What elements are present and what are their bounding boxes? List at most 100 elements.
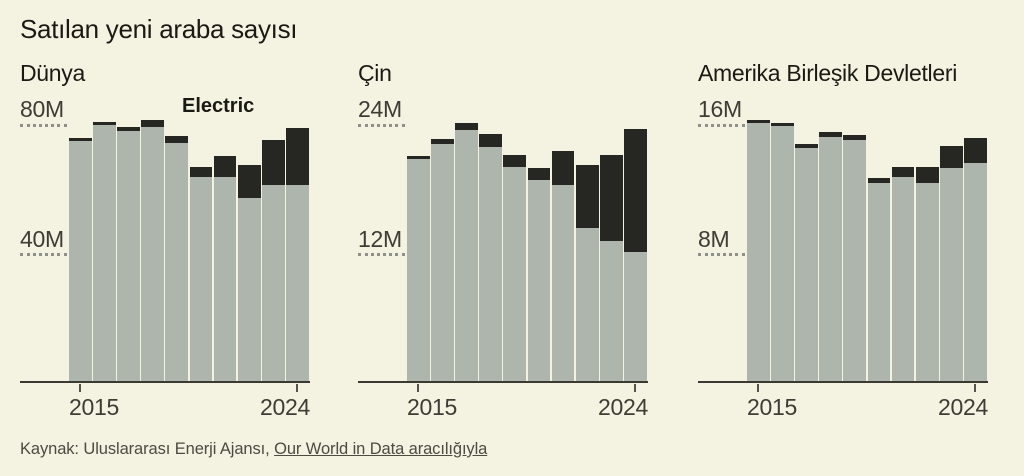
electric-segment-2016 <box>771 123 794 127</box>
bar-2020 <box>867 178 891 383</box>
x-tick-2015-china <box>417 384 419 392</box>
bar-2024 <box>963 137 987 383</box>
x-axis-label-2015-china: 2015 <box>407 394 457 420</box>
gridline-40m <box>20 253 67 256</box>
electric-segment-2015 <box>407 156 430 160</box>
bar-2019 <box>843 134 867 383</box>
gridline-80m <box>20 124 67 127</box>
plot-area-usa <box>747 60 988 383</box>
bar-2018 <box>479 133 503 383</box>
figure-title: Satılan yeni araba sayısı <box>20 14 298 44</box>
bar-2015 <box>69 137 92 383</box>
x-tick-2024-china <box>634 384 636 392</box>
bar-2020 <box>189 166 213 383</box>
bar-2018 <box>819 131 843 383</box>
electric-segment-2022 <box>915 166 939 183</box>
y-axis-label-24m: 24M <box>358 96 402 122</box>
electric-segment-2018 <box>141 120 165 127</box>
x-axis-label-2024-china: 2024 <box>598 394 648 420</box>
bar-2017 <box>117 126 141 383</box>
bar-2015 <box>407 156 430 383</box>
gridline-12m <box>358 253 405 256</box>
x-tick-2015-world <box>79 384 81 392</box>
bar-2016 <box>771 123 794 383</box>
gridline-16m <box>698 124 745 127</box>
gridline-8m <box>698 253 745 256</box>
electric-segment-2019 <box>843 134 867 140</box>
electric-segment-2021 <box>891 166 915 177</box>
bar-2016 <box>431 139 454 383</box>
x-axis-label-2024-world: 2024 <box>260 394 310 420</box>
electric-segment-2022 <box>237 165 261 198</box>
chart-panel-world: Dünya 80M 40M Electric 2015 2024 <box>20 60 310 425</box>
y-axis-label-40m: 40M <box>20 226 64 252</box>
plot-area-world <box>69 60 310 383</box>
electric-segment-2023 <box>939 146 963 168</box>
bar-2019 <box>503 155 527 383</box>
source-link[interactable]: Our World in Data aracılığıyla <box>274 440 488 458</box>
y-axis-label-80m: 80M <box>20 96 64 122</box>
bar-2023 <box>261 139 285 383</box>
electric-segment-2019 <box>503 155 527 167</box>
electric-segment-2015 <box>747 120 770 124</box>
bar-2018 <box>141 120 165 383</box>
electric-segment-2015 <box>69 137 92 141</box>
bar-2017 <box>795 144 819 383</box>
electric-segment-2024 <box>285 128 309 185</box>
electric-segment-2022 <box>575 164 599 229</box>
y-axis-label-12m: 12M <box>358 226 402 252</box>
electric-segment-2016 <box>431 139 454 145</box>
x-tick-2024-usa <box>974 384 976 392</box>
source-line: Kaynak: Uluslararası Enerji Ajansı, Our … <box>20 440 487 459</box>
electric-segment-2020 <box>189 166 213 177</box>
bar-2021 <box>213 155 237 383</box>
electric-segment-2020 <box>527 168 551 180</box>
electric-segment-2016 <box>93 121 116 125</box>
gridline-24m <box>358 124 405 127</box>
bar-2020 <box>527 168 551 383</box>
bar-2021 <box>551 150 575 383</box>
source-text: Kaynak: Uluslararası Enerji Ajansı, <box>20 440 275 458</box>
electric-segment-2023 <box>261 139 285 185</box>
electric-series-label: Electric <box>182 95 255 117</box>
bar-2021 <box>891 166 915 383</box>
panel-title-china: Çin <box>358 60 392 86</box>
electric-segment-2018 <box>479 133 503 147</box>
x-axis-line-world <box>20 381 310 383</box>
electric-segment-2024 <box>963 137 987 163</box>
x-axis-label-2015-usa: 2015 <box>747 394 797 420</box>
panel-title-usa: Amerika Birleşik Devletleri <box>698 60 958 86</box>
electric-segment-2019 <box>165 136 189 144</box>
bar-2022 <box>237 165 261 383</box>
x-tick-2024-world <box>296 384 298 392</box>
bar-2023 <box>599 155 623 383</box>
y-axis-label-16m: 16M <box>698 96 742 122</box>
electric-segment-2021 <box>551 150 575 186</box>
electric-segment-2020 <box>867 178 891 183</box>
x-axis-line-china <box>358 381 648 383</box>
electric-segment-2017 <box>795 144 819 148</box>
x-axis-line-usa <box>698 381 988 383</box>
bar-2015 <box>747 120 770 383</box>
bar-2016 <box>93 121 116 383</box>
electric-segment-2021 <box>213 155 237 177</box>
x-axis-label-2024-usa: 2024 <box>938 394 988 420</box>
chart-panel-usa: Amerika Birleşik Devletleri 16M 8M 2015 … <box>698 60 988 425</box>
bar-2017 <box>455 122 479 383</box>
electric-segment-2017 <box>455 122 479 131</box>
chart-panel-china: Çin 24M 12M 2015 2024 <box>358 60 648 425</box>
panel-title-world: Dünya <box>20 60 85 86</box>
bar-2024 <box>623 129 647 383</box>
electric-segment-2018 <box>819 131 843 138</box>
electric-segment-2023 <box>599 155 623 242</box>
bar-2019 <box>165 136 189 383</box>
y-axis-label-8m: 8M <box>698 226 730 252</box>
electric-segment-2017 <box>117 126 141 131</box>
bar-2022 <box>915 166 939 383</box>
bar-2022 <box>575 164 599 383</box>
plot-area-china <box>407 60 648 383</box>
bar-2024 <box>285 128 309 383</box>
x-axis-label-2015-world: 2015 <box>69 394 119 420</box>
electric-segment-2024 <box>623 129 647 252</box>
